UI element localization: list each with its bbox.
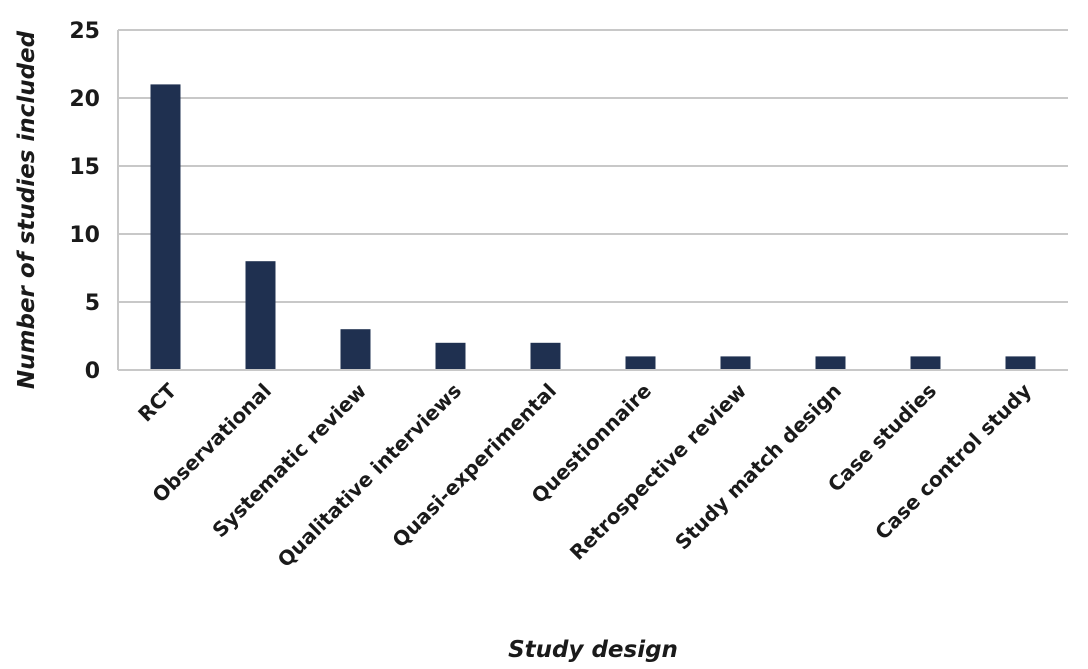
bar-case-studies <box>910 356 941 370</box>
x-tick-label: Quasi-experimental <box>387 379 561 553</box>
bar-rct <box>150 84 181 371</box>
x-tick-label: Case control study <box>870 379 1036 545</box>
bar-quasi-experimental <box>530 342 561 370</box>
bar-systematic-review <box>340 329 371 370</box>
bar-case-control-study <box>1005 356 1036 370</box>
gridlines <box>117 29 1068 370</box>
y-tick-label: 0 <box>85 359 100 384</box>
y-tick-label: 20 <box>69 87 100 112</box>
x-tick-label: Retrospective review <box>565 379 751 565</box>
bars <box>150 84 1036 371</box>
bar-qualitative-interviews <box>435 342 466 370</box>
x-tick-label: Qualitative interviews <box>273 379 466 572</box>
y-axis-ticks: 0 5 10 15 20 25 <box>69 19 100 384</box>
x-axis-title: Study design <box>508 637 678 663</box>
bar-observational <box>245 261 276 370</box>
bar-questionnaire <box>625 356 656 370</box>
y-tick-label: 15 <box>69 155 100 180</box>
x-tick-label: Systematic review <box>207 379 371 543</box>
bar-retrospective-review <box>720 356 751 370</box>
bar-study-match-design <box>815 356 846 370</box>
y-tick-label: 25 <box>69 19 100 44</box>
x-tick-label: Study match design <box>670 379 846 555</box>
y-tick-label: 10 <box>69 223 100 248</box>
x-tick-label: RCT <box>133 378 181 426</box>
y-axis-title: Number of studies included <box>14 30 40 389</box>
y-tick-label: 5 <box>85 291 100 316</box>
